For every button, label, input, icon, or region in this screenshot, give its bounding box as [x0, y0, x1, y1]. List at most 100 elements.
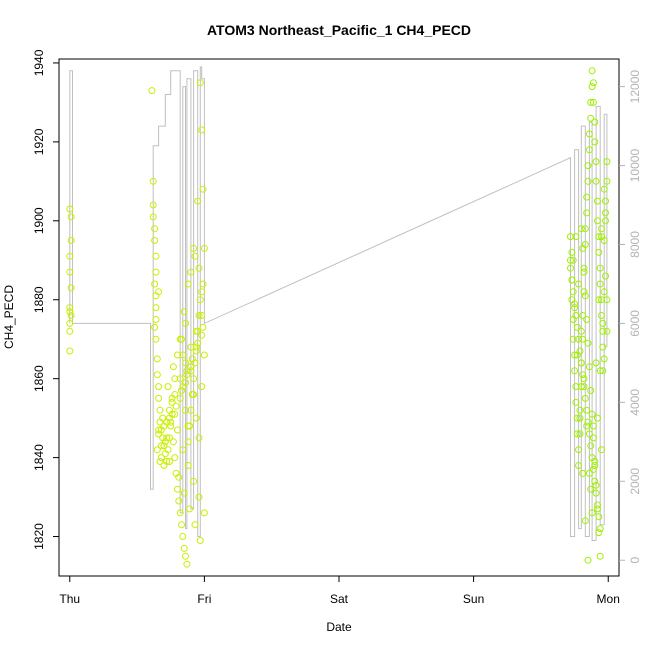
data-point — [585, 146, 593, 154]
data-point — [592, 158, 600, 166]
data-point — [589, 98, 597, 106]
data-point — [594, 217, 601, 225]
data-point — [567, 264, 574, 272]
data-point — [196, 79, 204, 87]
data-point — [179, 351, 187, 359]
data-point — [153, 371, 161, 379]
chart-marks — [66, 66, 611, 568]
data-point — [584, 162, 592, 170]
data-point — [187, 343, 195, 351]
x-axis-label: Date — [326, 620, 352, 634]
data-point — [152, 335, 160, 343]
series-line-right-axis — [69, 66, 608, 541]
data-point — [603, 158, 611, 166]
data-point — [174, 351, 181, 359]
data-point — [155, 394, 163, 402]
data-point — [184, 462, 192, 469]
data-point — [190, 244, 198, 252]
data-point — [183, 371, 191, 379]
data-point — [67, 284, 75, 292]
data-point — [67, 213, 75, 221]
data-point — [603, 296, 611, 304]
data-point — [580, 264, 588, 272]
data-point — [587, 98, 595, 106]
data-point — [151, 323, 159, 331]
y2-tick-label: 10000 — [628, 149, 642, 183]
data-point — [588, 410, 596, 418]
data-point — [176, 375, 184, 383]
data-point — [592, 359, 600, 367]
data-point — [599, 343, 607, 351]
data-point — [575, 446, 583, 454]
data-point — [165, 458, 173, 465]
data-point — [588, 67, 596, 75]
data-point — [581, 225, 589, 233]
data-point — [591, 118, 599, 126]
data-point — [168, 398, 176, 406]
data-point — [192, 347, 200, 355]
data-point — [595, 233, 603, 241]
y2-tick-label: 0 — [628, 557, 642, 564]
data-point — [585, 130, 593, 138]
data-point — [178, 387, 185, 394]
data-point — [576, 430, 584, 438]
data-point — [571, 351, 579, 359]
data-point — [596, 280, 604, 288]
data-point — [182, 379, 189, 387]
data-point — [585, 469, 593, 477]
data-point — [599, 367, 607, 375]
data-point — [180, 308, 188, 316]
data-point — [567, 256, 574, 264]
y2-tick-label: 2000 — [628, 468, 642, 495]
data-point — [172, 402, 180, 410]
data-point — [183, 560, 191, 568]
data-point — [66, 304, 74, 312]
data-point — [163, 434, 171, 442]
data-point — [184, 438, 192, 446]
data-point — [592, 177, 600, 185]
y-tick-label: 1820 — [32, 523, 46, 550]
chart-title: ATOM3 Northeast_Pacific_1 CH4_PECD — [207, 22, 471, 38]
data-point — [594, 414, 601, 422]
data-point — [568, 276, 576, 284]
data-point — [182, 319, 189, 327]
x-tick-label: Thu — [59, 592, 80, 606]
data-point — [592, 489, 600, 497]
data-point — [155, 426, 163, 434]
data-point — [595, 529, 603, 537]
data-point — [598, 233, 605, 241]
data-point — [592, 481, 600, 489]
data-point — [187, 406, 195, 414]
data-point — [190, 375, 198, 383]
data-point — [180, 489, 188, 497]
data-point — [583, 422, 591, 430]
data-point — [155, 383, 163, 391]
data-point — [584, 418, 592, 426]
data-point — [157, 454, 165, 462]
data-point — [153, 355, 161, 363]
data-point — [182, 552, 189, 560]
data-point — [169, 438, 177, 446]
data-point — [584, 556, 592, 564]
data-point — [192, 414, 200, 422]
data-point — [66, 347, 74, 355]
data-point — [591, 462, 599, 469]
data-point — [190, 391, 198, 398]
data-point — [579, 335, 587, 343]
data-point — [589, 465, 597, 473]
data-point — [603, 327, 611, 335]
data-point — [178, 521, 185, 529]
data-point — [195, 493, 203, 501]
data-point — [191, 252, 199, 260]
data-point — [571, 304, 579, 312]
data-point — [600, 288, 608, 296]
data-point — [66, 252, 74, 260]
y-tick-label: 1940 — [32, 49, 46, 76]
data-point — [165, 434, 173, 442]
data-point — [576, 406, 584, 414]
data-point — [156, 406, 164, 414]
data-point — [594, 501, 601, 509]
data-point — [583, 316, 591, 323]
data-point — [66, 319, 74, 327]
chart-axes: 1820 1840 1860 1880 1900 1920 1940 0 2000 4000 600… — [32, 49, 642, 606]
